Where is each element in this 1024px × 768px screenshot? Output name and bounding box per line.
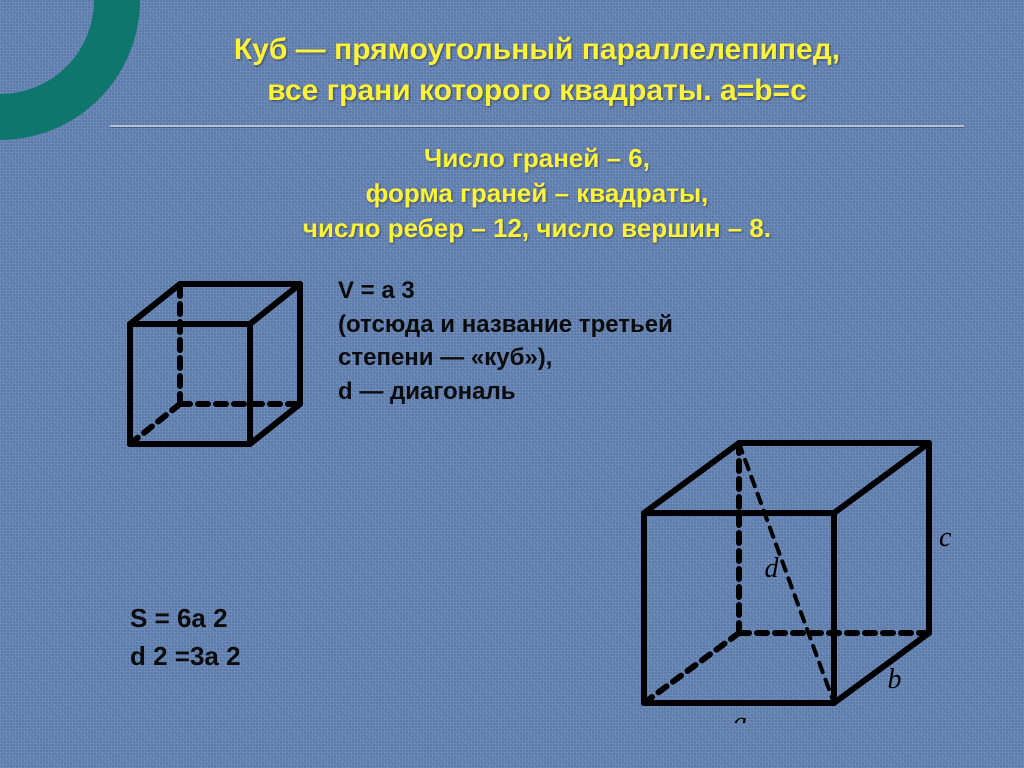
- slide-content: Куб — прямоугольный параллелепипед, все …: [0, 0, 1024, 768]
- secondary-formulas: S = 6a 2 d 2 =3a 2: [130, 600, 241, 675]
- title-underline: [110, 125, 964, 127]
- cube-big-diagram: a b c d: [624, 423, 964, 723]
- volume-note-2: степени — «куб»),: [338, 344, 552, 371]
- svg-text:a: a: [733, 707, 747, 723]
- svg-text:d: d: [765, 553, 780, 584]
- svg-text:b: b: [888, 664, 902, 695]
- cube-big-wrap: a b c d: [624, 423, 964, 728]
- diagonal-label: d — диагональ: [338, 378, 516, 405]
- title-line-2: все грани которого квадраты. a=b=c: [267, 74, 807, 107]
- volume-formula: V = a 3: [338, 277, 415, 304]
- volume-note-1: (отсюда и название третьей: [338, 311, 673, 338]
- cube-counts: Число граней – 6, форма граней – квадрат…: [110, 141, 964, 246]
- title-line-1: Куб — прямоугольный параллелепипед,: [234, 33, 840, 66]
- svg-text:c: c: [939, 522, 952, 553]
- diagonal-formula: d 2 =3a 2: [130, 641, 241, 671]
- surface-formula: S = 6a 2: [130, 603, 228, 633]
- faces-count: Число граней – 6,: [424, 143, 650, 173]
- slide-title: Куб — прямоугольный параллелепипед, все …: [110, 30, 964, 125]
- face-shape: форма граней – квадраты,: [366, 178, 709, 208]
- edges-verts: число ребер – 12, число вершин – 8.: [303, 213, 771, 243]
- volume-text: V = a 3 (отсюда и название третьей степе…: [338, 274, 673, 408]
- cube-small-diagram: [110, 264, 310, 464]
